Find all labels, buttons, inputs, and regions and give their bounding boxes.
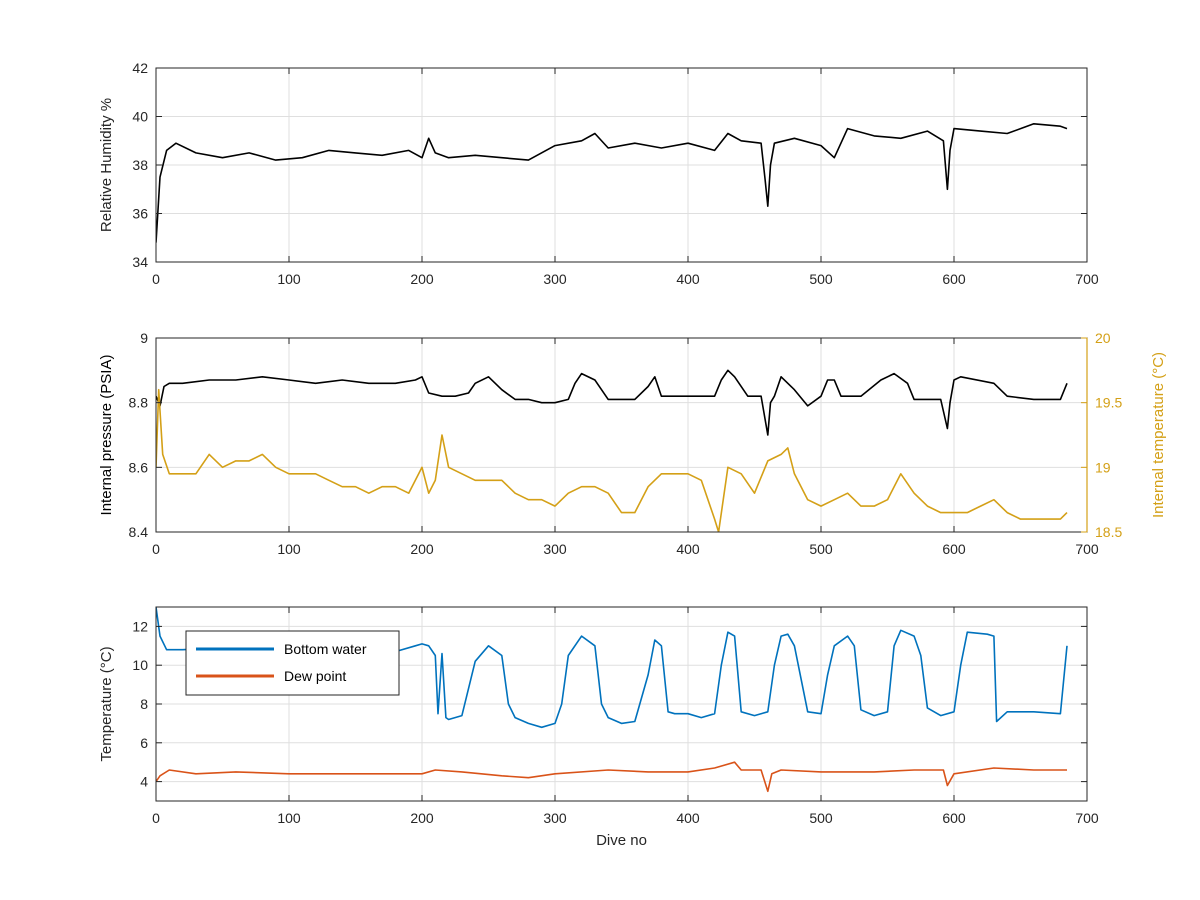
x-tick-label: 700 [1075,271,1099,287]
y-axis-label-right: Internal temperature (°C) [1150,352,1167,518]
series-line-left-0 [156,369,1068,436]
x-tick-label: 600 [942,810,966,826]
x-tick-label: 400 [676,541,700,557]
x-tick-label: 300 [543,271,567,287]
x-tick-label: 600 [942,271,966,287]
y-tick-label: 4 [140,774,148,790]
x-tick-label: 700 [1075,541,1099,557]
x-tick-label: 0 [152,541,160,557]
x-tick-label: 200 [410,541,434,557]
series-line-right-1 [156,388,1068,532]
y-tick-label: 10 [132,657,148,673]
series-line-left-0 [156,123,1068,243]
y-tick-label: 40 [132,109,148,125]
x-tick-label: 200 [410,271,434,287]
legend-label: Bottom water [284,641,367,657]
legend: Bottom water Dew point [185,630,400,696]
x-tick-label: 100 [277,810,301,826]
y-tick-label: 38 [132,157,148,173]
legend-label: Dew point [284,668,346,684]
legend-box [185,630,400,696]
y-right-tick-label: 20 [1095,330,1111,346]
x-tick-label: 500 [809,810,833,826]
axes-pressure-temperature: 0 100 200 300 400 500 600 700 8.4 8.6 8.8 9 18.5 19 19… [98,330,1167,557]
x-tick-label: 400 [676,810,700,826]
x-tick-label: 700 [1075,810,1099,826]
x-tick-label: 400 [676,271,700,287]
y-right-ticks: 18.5 19 19.5 20 [1081,330,1122,540]
x-tick-label: 500 [809,541,833,557]
y-right-tick-label: 19 [1095,459,1111,475]
y-tick-label: 42 [132,60,148,76]
x-ticks: 0 100 200 300 400 500 600 700 [152,68,1099,287]
y-right-tick-label: 18.5 [1095,524,1122,540]
y-axis-label: Temperature (°C) [98,646,115,761]
y-ticks: 8.4 8.6 8.8 9 [129,330,162,540]
axes-temperature: 0 100 200 300 400 500 600 700 4 6 8 10 12 Temperature… [98,606,1099,849]
y-tick-label: 12 [132,618,148,634]
x-tick-label: 200 [410,810,434,826]
x-axis-label: Dive no [596,832,647,849]
series-line-bottom-water [156,607,1068,729]
y-axis-label: Internal pressure (PSIA) [98,355,115,516]
y-right-tick-label: 19.5 [1095,395,1122,411]
y-ticks: 4 6 8 10 12 [132,618,1087,790]
x-tick-label: 0 [152,271,160,287]
y-tick-label: 8.6 [129,459,149,475]
y-tick-label: 6 [140,735,148,751]
x-ticks: 0 100 200 300 400 500 600 700 [152,607,1099,826]
x-tick-label: 100 [277,271,301,287]
x-tick-label: 100 [277,541,301,557]
plot-area [156,338,1087,532]
y-tick-label: 9 [140,330,148,346]
x-tick-label: 500 [809,271,833,287]
x-tick-label: 300 [543,810,567,826]
y-tick-label: 36 [132,206,148,222]
x-tick-label: 0 [152,810,160,826]
x-tick-label: 600 [942,541,966,557]
y-tick-label: 34 [132,254,148,270]
y-axis-label: Relative Humidity % [98,98,115,232]
x-tick-label: 300 [543,541,567,557]
y-tick-label: 8.8 [129,395,149,411]
y-tick-label: 8.4 [129,524,149,540]
series-line-dew-point [156,761,1067,793]
axes-humidity: 0 100 200 300 400 500 600 700 34 36 38 40 42 Relative… [98,60,1099,287]
x-ticks: 0 100 200 300 400 500 600 700 [152,338,1099,557]
y-tick-label: 8 [140,696,148,712]
y-ticks: 34 36 38 40 42 [132,60,1087,270]
